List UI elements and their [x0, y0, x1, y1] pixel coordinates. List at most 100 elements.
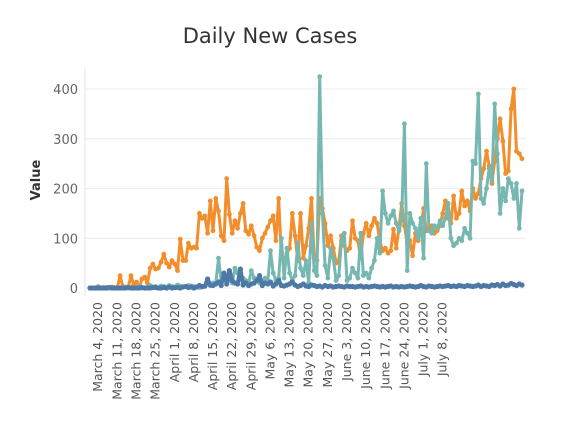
data-point [150, 261, 156, 267]
x-tick-label: April 22, 2020 [224, 302, 239, 390]
data-point [380, 188, 385, 194]
data-point [298, 265, 303, 271]
data-point [281, 275, 287, 281]
y-tick-label: 100 [53, 232, 78, 247]
data-point [169, 258, 175, 263]
data-point [489, 178, 495, 184]
data-point [320, 211, 325, 216]
data-point [333, 278, 339, 283]
data-point [328, 233, 333, 239]
data-point [475, 91, 481, 97]
data-point [161, 251, 167, 257]
data-point [268, 218, 273, 224]
data-point [456, 211, 462, 216]
x-tick-label: July 1, 2020 [416, 302, 431, 377]
data-point [410, 220, 415, 226]
data-point [478, 196, 484, 201]
data-point [273, 281, 279, 287]
data-point [243, 228, 249, 234]
data-point [202, 283, 208, 289]
data-point [519, 156, 525, 162]
data-point [516, 225, 522, 231]
data-point [423, 161, 429, 167]
data-point [202, 213, 208, 219]
x-tick-label: March 18, 2020 [129, 302, 144, 400]
data-point [484, 148, 489, 154]
data-point [279, 235, 284, 241]
data-point [459, 238, 465, 244]
data-point [437, 218, 443, 224]
y-tick-label: 200 [53, 183, 78, 198]
x-axis-ticks: March 4, 2020 March 11, 2020 March 18, 202… [90, 302, 450, 400]
y-axis-ticks: 0 100 200 300 400 [53, 83, 78, 297]
data-point [350, 265, 355, 271]
data-point [454, 215, 459, 221]
x-tick-label: April 8, 2020 [186, 302, 201, 382]
data-point [410, 253, 415, 259]
data-point [287, 270, 292, 276]
data-point [134, 279, 139, 285]
data-point [224, 281, 230, 287]
data-point [207, 198, 213, 204]
data-point [347, 245, 353, 251]
data-point [358, 230, 364, 236]
data-point [284, 245, 290, 251]
data-point [238, 211, 243, 216]
data-point [445, 201, 451, 206]
data-point [421, 255, 426, 261]
data-point [339, 238, 344, 244]
data-point [382, 245, 388, 251]
data-point [205, 276, 211, 282]
x-tick-label: April 1, 2020 [167, 302, 182, 382]
data-point [254, 244, 260, 250]
data-point [448, 235, 454, 241]
data-point [300, 273, 306, 278]
data-point [464, 198, 470, 204]
data-point [240, 201, 246, 206]
data-point [330, 255, 336, 261]
data-point [385, 220, 391, 226]
data-point [391, 226, 396, 232]
data-point [328, 245, 333, 251]
data-point [443, 215, 448, 221]
data-point [156, 265, 161, 271]
data-point [500, 186, 506, 191]
data-point [374, 235, 380, 241]
series-layer [87, 74, 525, 291]
x-tick-label: March 25, 2020 [148, 302, 163, 400]
x-tick-label: July 8, 2020 [435, 302, 450, 377]
data-point [396, 228, 402, 234]
data-point [511, 196, 517, 201]
data-point [229, 230, 235, 236]
data-point [175, 268, 180, 273]
data-point [372, 215, 377, 221]
x-tick-label: May 27, 2020 [320, 302, 335, 388]
data-point [404, 268, 410, 273]
data-point [415, 235, 421, 241]
data-point [473, 196, 478, 201]
data-point [194, 245, 200, 251]
data-point [484, 186, 489, 191]
data-point [303, 258, 309, 263]
data-point [235, 281, 241, 287]
data-point [309, 196, 314, 201]
series-line-1 [90, 75, 524, 290]
data-point [325, 275, 331, 281]
x-tick-label: April 29, 2020 [243, 302, 258, 390]
data-point [251, 233, 257, 239]
data-point [221, 270, 227, 276]
data-point [377, 250, 383, 256]
data-point [158, 259, 164, 265]
x-tick-label: March 4, 2020 [90, 302, 105, 392]
data-point [322, 263, 328, 268]
data-point [451, 193, 456, 199]
data-point [226, 268, 232, 274]
data-point [289, 211, 295, 216]
data-point [505, 176, 511, 182]
data-point [237, 266, 243, 272]
data-point [215, 279, 222, 285]
data-point [467, 235, 473, 241]
y-tick-label: 300 [53, 133, 78, 148]
data-point [267, 279, 274, 285]
